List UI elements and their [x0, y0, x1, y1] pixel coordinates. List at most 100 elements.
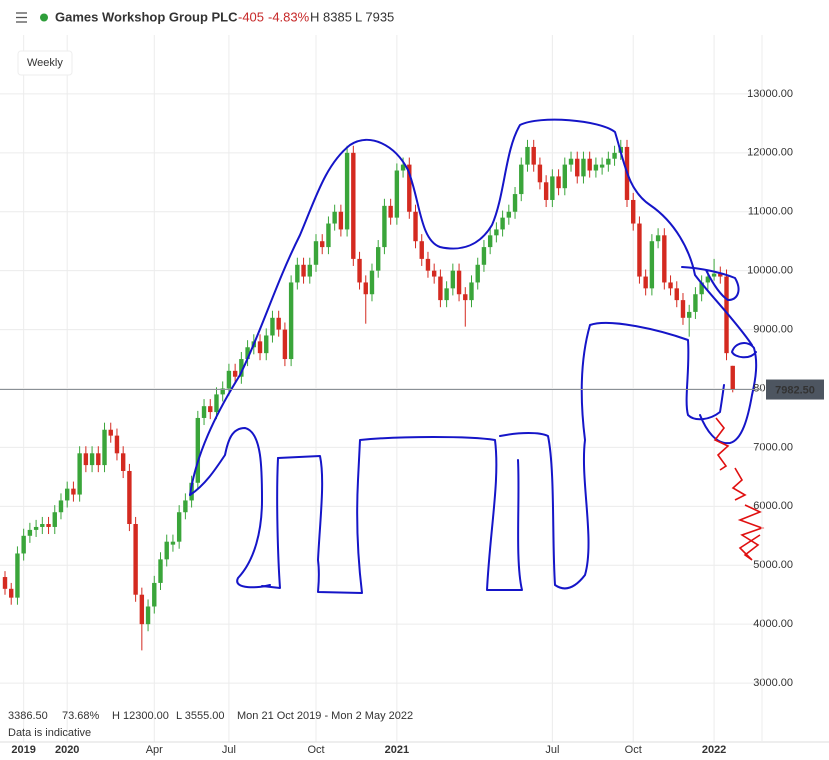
candle-body: [525, 146, 530, 165]
candle-body: [649, 241, 655, 289]
candle-body: [21, 535, 26, 554]
interval-button[interactable]: [17, 50, 73, 76]
candle-body: [537, 164, 543, 183]
candle-body: [369, 270, 375, 295]
candle-body: [643, 276, 648, 289]
menu-icon[interactable]: [16, 12, 27, 23]
candle-body: [164, 541, 169, 560]
candle-body: [481, 247, 487, 265]
candle-body: [388, 205, 393, 218]
candle-body: [687, 311, 692, 318]
candle-body: [382, 205, 387, 248]
candle-body: [40, 524, 45, 527]
candle-body: [487, 235, 493, 248]
candle-body: [120, 453, 126, 471]
candle-body: [344, 152, 350, 230]
candle-body: [631, 199, 636, 224]
candle-body: [307, 264, 312, 277]
candle-body: [463, 294, 468, 301]
candle-body: [139, 594, 145, 625]
candle-body: [276, 317, 281, 330]
y-tick-label: 9000.00: [753, 323, 793, 335]
y-tick-label: 5000.00: [753, 559, 793, 571]
candle-body: [674, 288, 679, 301]
candle-body: [170, 541, 176, 545]
interval-label: Weekly: [27, 57, 63, 69]
instrument-title: Games Workshop Group PLC: [55, 9, 238, 24]
low: L 7935: [355, 9, 394, 24]
candle-body: [239, 359, 244, 377]
candle-body: [575, 158, 580, 177]
y-tick-label: 4000.00: [753, 618, 793, 630]
x-tick-label: 2021: [385, 744, 409, 756]
candle-body: [27, 529, 33, 536]
y-tick-label: 12000.00: [747, 147, 793, 159]
candle-body: [189, 482, 194, 501]
candle-body: [282, 329, 288, 360]
candle-body: [295, 264, 300, 283]
last-price-label: 7982.50: [775, 384, 815, 396]
high: H 8385: [310, 9, 352, 24]
footer-text: Mon 21 Oct 2019 - Mon 2 May 2022: [237, 710, 413, 722]
candle-body: [176, 512, 182, 542]
candle-body: [2, 577, 8, 589]
candle-body: [711, 273, 717, 277]
candle-body: [500, 217, 505, 230]
x-tick-label: Oct: [625, 744, 642, 756]
footer-text: L 3555.00: [176, 710, 225, 722]
candle-body: [214, 394, 219, 413]
candle-body: [543, 182, 549, 200]
candle-body: [556, 176, 561, 189]
candle-body: [705, 276, 711, 283]
change: -405: [238, 9, 264, 24]
candle-body: [226, 370, 232, 389]
footer-text: 73.68%: [62, 710, 100, 722]
candle-body: [581, 158, 586, 177]
candle-body: [475, 264, 480, 283]
candle-body: [637, 223, 642, 277]
candle-body: [469, 282, 474, 301]
candle-body: [158, 559, 163, 583]
candle-body: [425, 258, 431, 271]
candle-body: [127, 470, 132, 525]
y-tick-label: 3000.00: [753, 677, 793, 689]
candle-body: [208, 406, 213, 413]
candle-body: [519, 164, 524, 195]
candle-body: [394, 170, 400, 218]
candle-body: [606, 158, 611, 165]
candle-body: [531, 146, 536, 165]
footer-text: H 12300.00: [112, 710, 169, 722]
candle-body: [245, 347, 250, 360]
candle-body: [77, 453, 82, 495]
candle-body: [65, 488, 70, 501]
candle-body: [301, 264, 306, 277]
x-tick-label: Jul: [222, 744, 236, 756]
change-pct: -4.83%: [268, 9, 310, 24]
candle-body: [400, 164, 406, 171]
candle-body: [71, 488, 76, 495]
candle-body: [363, 282, 368, 295]
candle-body: [83, 453, 89, 466]
candle-body: [33, 526, 39, 530]
candle-body: [512, 194, 518, 212]
candle-body: [232, 370, 238, 377]
red-scribble: [713, 417, 765, 561]
candle-body: [313, 241, 319, 265]
candle-body: [133, 524, 138, 595]
candle-body: [612, 152, 617, 159]
candle-body: [320, 241, 325, 248]
footer-note: Data is indicative: [8, 727, 91, 739]
candle-body: [494, 229, 499, 236]
candle-body: [152, 582, 157, 607]
candle-body: [96, 453, 101, 466]
candle-body: [183, 500, 188, 513]
candle-body: [419, 241, 424, 259]
candle-body: [450, 270, 456, 289]
candle-body: [718, 273, 723, 277]
candle-body: [195, 417, 201, 483]
candle-body: [699, 282, 704, 295]
candle-body: [568, 158, 574, 165]
candle-body: [593, 164, 599, 171]
candle-body: [46, 524, 51, 527]
